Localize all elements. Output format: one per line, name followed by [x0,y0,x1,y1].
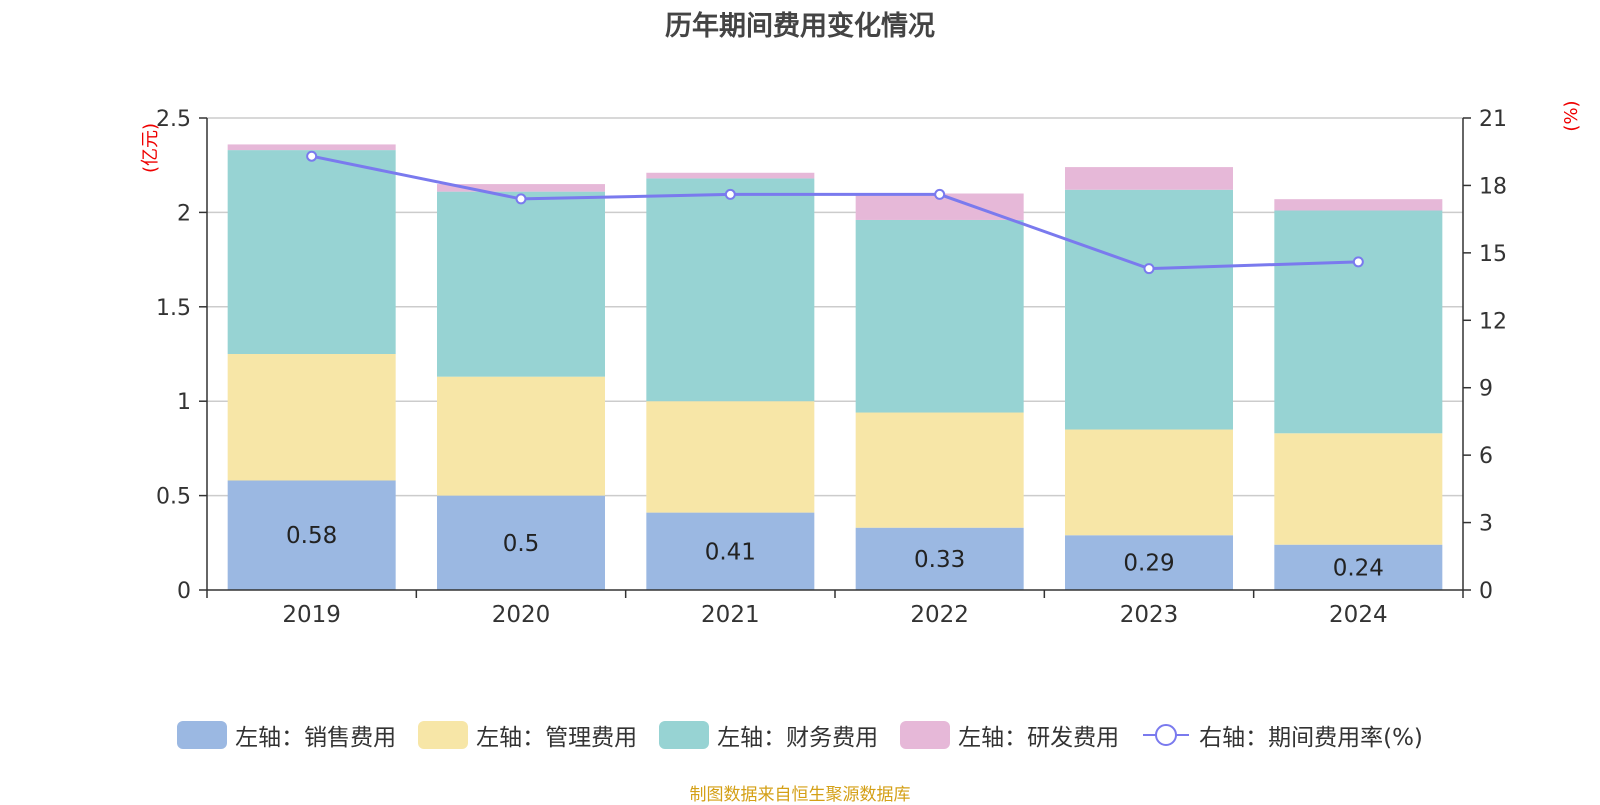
legend-item-management[interactable]: 左轴：管理费用 [418,718,637,752]
bar-management-2020 [437,376,605,496]
x-axis-tick-label: 2019 [282,602,341,628]
legend-item-finance[interactable]: 左轴：财务费用 [659,718,878,752]
bar-finance-2021 [646,178,815,402]
rate-line [311,154,1359,271]
bar-rnd-2020 [437,184,605,192]
rate-point [1143,263,1155,275]
x-axis-tick-label: 2020 [492,602,551,628]
bar-rnd-2023 [1065,167,1233,190]
left-axis-tick-label: 1.5 [156,296,191,321]
legend-label-sales: 左轴：销售费用 [235,725,397,751]
rate-point [306,150,318,162]
bar-data-label: 0.33 [914,547,965,573]
bar-finance-2024 [1274,210,1443,434]
legend-label-rnd: 左轴：研发费用 [958,725,1120,751]
legend-swatch-finance [659,721,710,749]
legend-line-marker-icon [1143,724,1190,746]
right-axis-tick-label: 12 [1479,309,1507,334]
right-axis-tick-label: 9 [1479,377,1493,402]
left-axis-tick-label: 1 [177,390,191,415]
bar-finance-2020 [437,191,605,377]
x-axis-tick-label: 2023 [1120,602,1179,628]
bar-rnd-2021 [646,172,815,179]
legend-label-finance: 左轴：财务费用 [717,725,879,751]
bar-management-2019 [227,354,396,481]
bar-management-2022 [855,412,1024,528]
bar-finance-2022 [855,219,1024,413]
legend-item-sales[interactable]: 左轴：销售费用 [177,718,396,752]
bar-data-label: 0.5 [503,531,540,557]
legend-swatch-sales [177,721,228,749]
bar-data-label: 0.29 [1123,551,1174,577]
chart-title: 历年期间费用变化情况 [665,11,935,42]
right-axis-tick-label: 0 [1479,579,1493,604]
bar-data-label: 0.58 [286,523,337,549]
legend: 左轴：销售费用 左轴：管理费用 左轴：财务费用 左轴：研发费用 右轴：期间费用率… [0,718,1600,752]
bar-data-label: 0.24 [1333,555,1384,581]
bar-management-2021 [646,401,815,513]
bar-sales-2021 [646,512,815,590]
left-axis-tick-label: 0 [177,579,191,604]
bar-data-label: 0.41 [705,539,756,565]
bar-sales-2023 [1065,535,1233,590]
x-axis-tick-label: 2022 [910,602,969,628]
right-axis-tick-label: 6 [1479,444,1493,469]
x-axis-tick-label: 2021 [701,602,760,628]
legend-item-rate[interactable]: 右轴：期间费用率(%) [1141,718,1423,752]
bar-sales-2019 [227,480,396,590]
right-axis-tick-label: 15 [1479,242,1507,267]
right-axis-tick-label: 3 [1479,512,1493,537]
legend-swatch-rnd [900,721,951,749]
rate-point [1352,256,1364,268]
bar-management-2024 [1274,433,1443,545]
legend-label-rate: 右轴：期间费用率(%) [1199,725,1423,751]
rate-point [934,188,946,200]
data-source-note: 制图数据来自恒生聚源数据库 [689,785,911,805]
right-axis-tick-label: 18 [1479,174,1507,199]
bar-finance-2019 [227,150,396,354]
rate-point [724,188,736,200]
left-axis-tick-label: 2.5 [156,107,191,132]
legend-swatch-management [418,721,469,749]
right-axis-tick-label: 21 [1479,107,1507,132]
bar-sales-2020 [437,495,605,590]
bar-sales-2022 [855,527,1024,590]
bar-rnd-2019 [227,144,396,151]
legend-item-rnd[interactable]: 左轴：研发费用 [900,718,1119,752]
bar-management-2023 [1065,429,1233,536]
left-axis-tick-label: 0.5 [156,485,191,510]
rate-point [515,193,527,205]
legend-label-management: 左轴：管理费用 [476,725,638,751]
bar-sales-2024 [1274,544,1443,590]
bar-finance-2023 [1065,189,1233,430]
x-axis-tick-label: 2024 [1329,602,1388,628]
bar-rnd-2024 [1274,199,1443,211]
left-axis-tick-label: 2 [177,201,191,226]
